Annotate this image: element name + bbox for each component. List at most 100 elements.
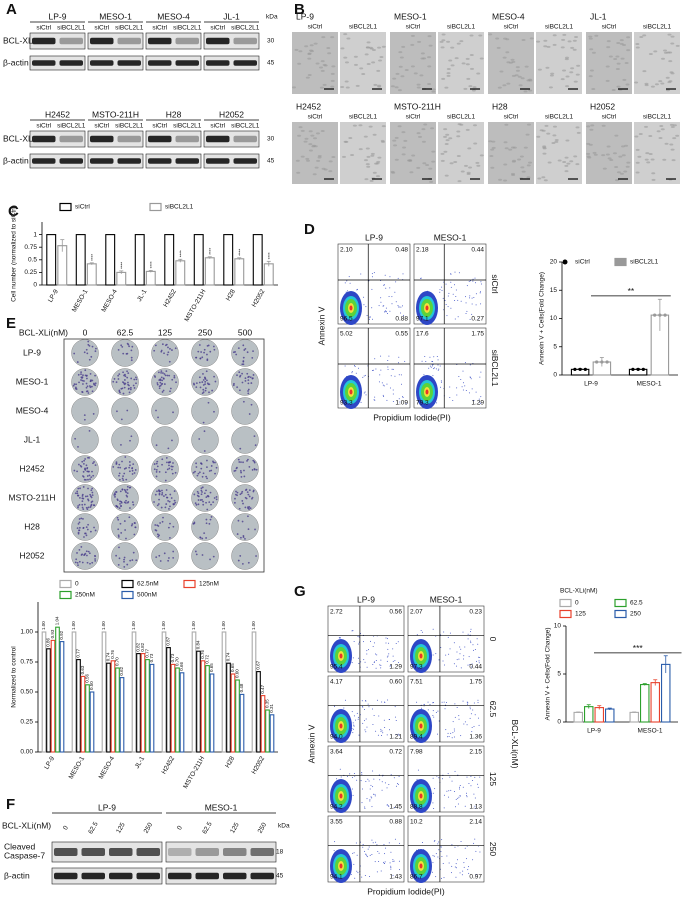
cell-texture: [608, 55, 613, 58]
cell-texture: [423, 123, 428, 126]
value-label: 0.65: [230, 663, 235, 672]
colony: [157, 416, 159, 419]
colony: [167, 346, 169, 349]
colony: [166, 374, 169, 377]
colony: [81, 500, 84, 503]
colony: [92, 413, 95, 415]
cell-texture: [552, 134, 557, 137]
cell-texture: [546, 45, 551, 48]
cell-texture: [471, 89, 476, 92]
cell-texture: [565, 139, 570, 142]
protein: β-actin: [4, 870, 30, 880]
cell-texture: [377, 156, 382, 159]
y-tick-label: 0.75: [24, 244, 37, 251]
well: [111, 397, 139, 425]
event-dot: [436, 402, 438, 404]
event-dot: [480, 281, 482, 283]
colony: [164, 506, 167, 509]
event-dot: [371, 273, 373, 275]
event-dot: [348, 276, 350, 278]
event-dot: [396, 782, 398, 784]
colony: [248, 508, 250, 510]
lane-label: siCtrl: [406, 114, 421, 121]
event-dot: [421, 707, 423, 709]
event-dot: [464, 362, 466, 364]
event-dot: [363, 392, 365, 394]
colony: [208, 522, 211, 525]
cell-texture: [327, 52, 332, 55]
event-dot: [392, 648, 394, 650]
event-dot: [395, 785, 397, 787]
colony: [198, 344, 201, 346]
event-dot: [351, 788, 353, 790]
colony: [118, 472, 121, 475]
lane-label: siBCL2L1: [447, 114, 476, 121]
colony: [203, 430, 206, 433]
event-dot: [438, 720, 440, 722]
event-dot: [381, 701, 383, 703]
cell-texture: [635, 161, 640, 164]
lane-label: siBCL2L1: [173, 123, 202, 130]
event-dot: [477, 702, 479, 704]
colony: [130, 435, 133, 438]
cell-texture: [567, 40, 572, 43]
colony: [206, 477, 208, 480]
row-label: siBCL2L1: [490, 350, 500, 387]
cell-texture: [549, 74, 554, 77]
event-dot: [460, 841, 462, 843]
colony: [248, 489, 251, 492]
colony: [170, 465, 173, 468]
micrograph: [634, 122, 680, 184]
event-dot: [386, 656, 388, 658]
cell-texture: [413, 72, 418, 75]
colony: [83, 459, 86, 462]
legend-swatch: [59, 202, 72, 212]
event-dot: [451, 780, 453, 782]
colony: [174, 501, 177, 504]
cell-texture: [498, 178, 503, 181]
cell-texture: [543, 179, 548, 182]
event-dot: [367, 778, 369, 780]
event-dot: [398, 306, 400, 308]
colony: [171, 465, 174, 468]
lane-label: siBCL2L1: [115, 25, 144, 32]
colony: [86, 377, 88, 380]
event-dot: [433, 855, 435, 857]
bar: [116, 271, 127, 286]
event-dot: [443, 794, 445, 796]
event-dot: [367, 856, 369, 858]
colony: [200, 487, 203, 490]
lane-label: siCtrl: [94, 25, 109, 32]
cell-texture: [503, 163, 508, 166]
blot-band: [32, 158, 56, 164]
cell-texture: [472, 86, 477, 89]
event-dot: [357, 872, 359, 874]
colony: [241, 562, 244, 565]
event-dot: [450, 286, 452, 288]
cell-texture: [496, 46, 501, 49]
colony: [130, 377, 133, 380]
colony: [247, 379, 250, 382]
cell-texture: [444, 86, 449, 89]
colony: [204, 378, 207, 380]
event-dot: [369, 316, 371, 318]
cell-texture: [526, 79, 531, 82]
bar: [196, 650, 201, 753]
colony: [74, 561, 77, 564]
column-label: MESO-1: [434, 232, 467, 242]
bar: [134, 234, 145, 286]
event-dot: [431, 871, 433, 873]
cell-texture: [444, 142, 449, 145]
colony: [201, 554, 204, 556]
colony: [91, 345, 94, 348]
cell-texture: [651, 172, 656, 175]
cell-texture: [542, 152, 547, 155]
event-dot: [448, 653, 450, 655]
blot-image: [29, 32, 86, 50]
colony: [158, 387, 161, 390]
blot-band: [223, 848, 247, 856]
y-tick-label: 5: [553, 343, 557, 350]
cell-texture: [670, 148, 675, 151]
quadrant-value: 0.72: [389, 749, 402, 756]
event-dot: [464, 385, 466, 387]
